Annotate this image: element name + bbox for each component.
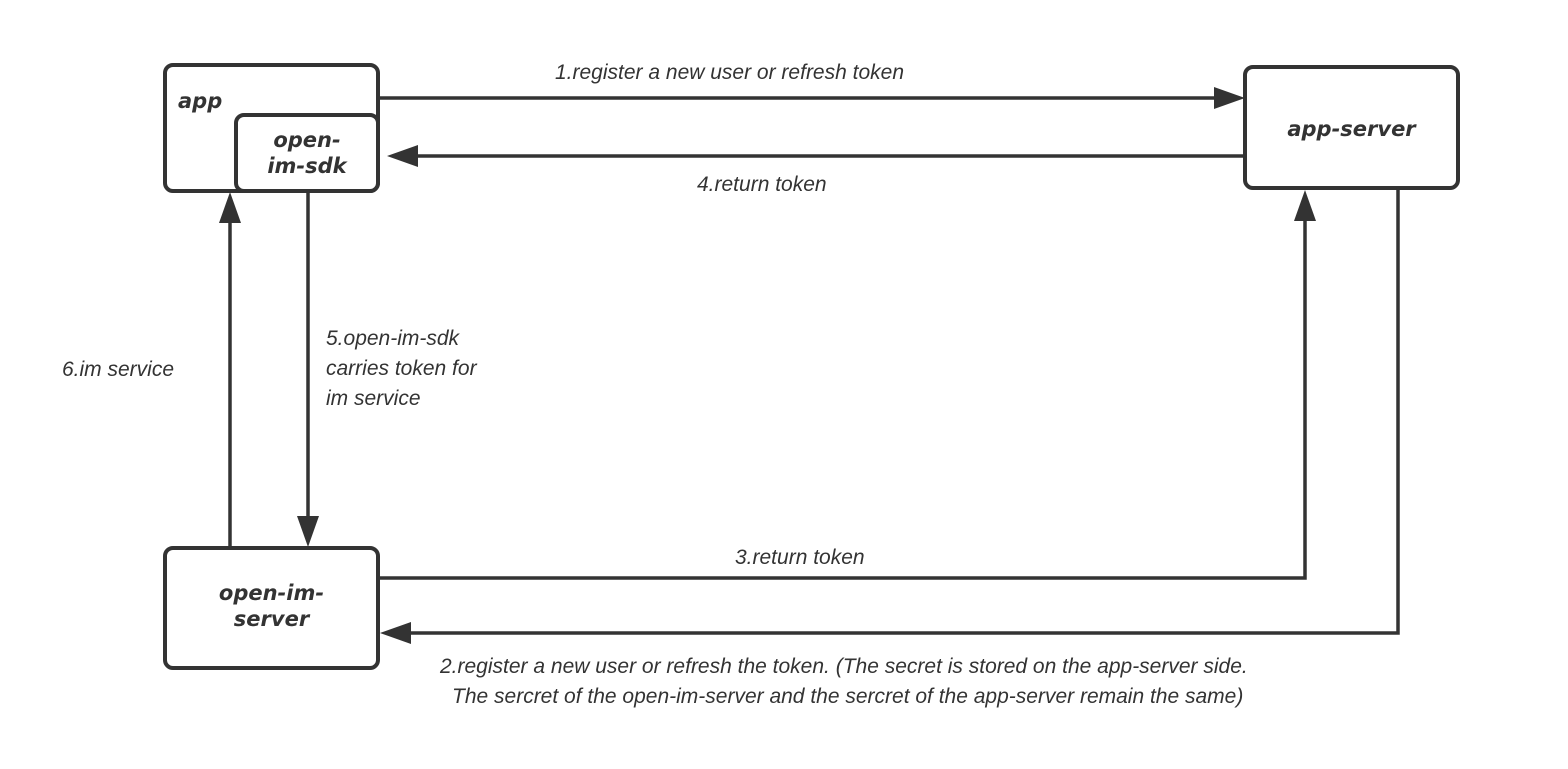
step5-label-line3: im service [326, 387, 421, 410]
step3-label: 3.return token [735, 546, 865, 569]
arrow-step1 [380, 87, 1245, 109]
open-im-server-label-line1: open-im- [218, 581, 325, 605]
arrow-step2 [380, 188, 1400, 644]
arrow-step3 [380, 190, 1316, 580]
arrow-step4 [387, 145, 1245, 167]
open-im-server-label: open-im- server [165, 580, 378, 632]
step5-label: 5.open-im-sdk carries token for im servi… [326, 324, 477, 414]
open-im-server-label-line2: server [233, 607, 310, 631]
step5-label-line1: 5.open-im-sdk [326, 327, 460, 350]
arrow-step5 [297, 191, 319, 547]
step5-label-line2: carries token for [326, 357, 477, 380]
open-im-sdk-label: open- im-sdk [236, 127, 378, 179]
step4-label: 4.return token [697, 173, 827, 196]
step2-label-line2: The sercret of the open-im-server and th… [452, 685, 1244, 708]
open-im-server-box [163, 546, 380, 670]
arrow-step6 [219, 192, 241, 548]
app-label: app [178, 89, 223, 113]
app-server-label: app-server [1287, 117, 1416, 141]
step1-label: 1.register a new user or refresh token [555, 61, 905, 84]
open-im-sdk-label-line1: open- [273, 128, 341, 152]
app-server-box [1243, 65, 1460, 190]
step6-label: 6.im service [62, 358, 175, 381]
step2-label-line1: 2.register a new user or refresh the tok… [440, 655, 1248, 678]
open-im-sdk-label-line2: im-sdk [267, 154, 347, 178]
